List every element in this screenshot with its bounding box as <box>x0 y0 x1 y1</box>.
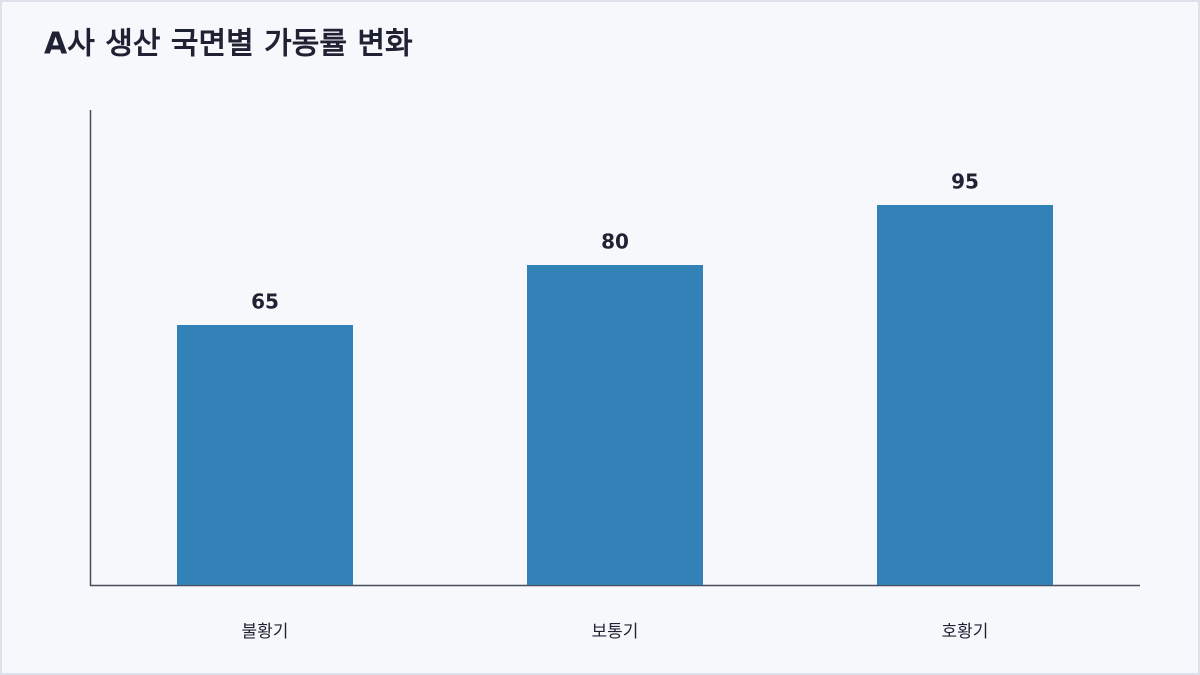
value-label: 80 <box>601 230 629 254</box>
value-label: 65 <box>251 290 279 314</box>
bar <box>877 205 1053 585</box>
x-tick-label: 보통기 <box>592 622 639 642</box>
x-tick-label: 호황기 <box>942 622 989 642</box>
bar <box>177 325 353 585</box>
bar <box>527 265 703 585</box>
value-label: 95 <box>951 170 979 194</box>
chart-title: A사 생산 국면별 가동률 변화 <box>44 27 413 62</box>
x-tick-label: 불황기 <box>242 622 289 642</box>
